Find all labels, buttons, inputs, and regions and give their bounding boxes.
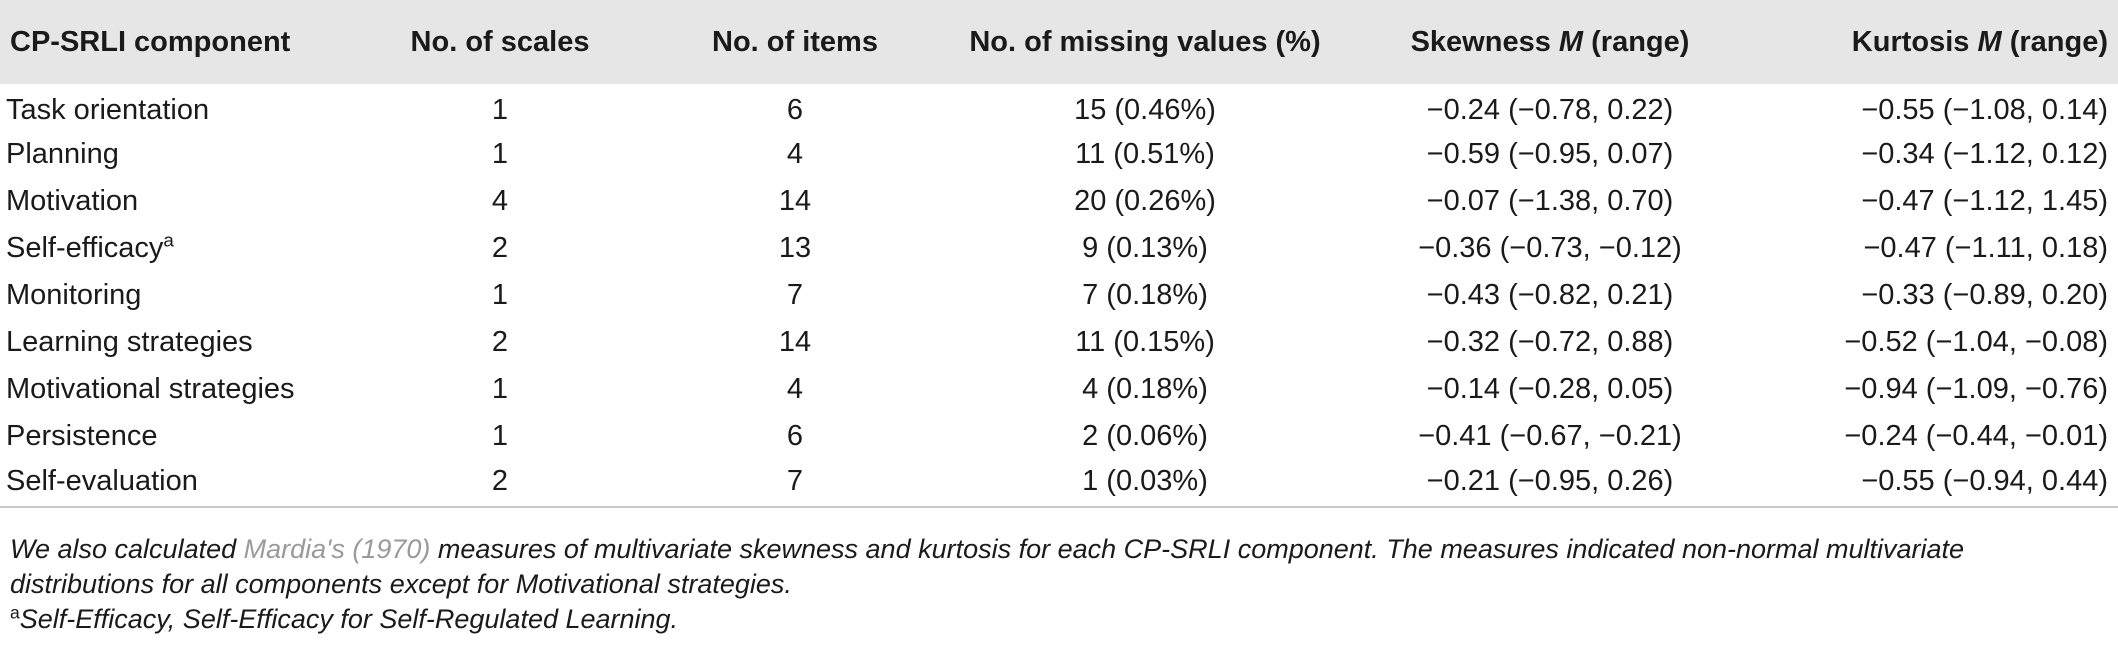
cell-scales: 4 bbox=[491, 185, 509, 217]
cell-skewness: −0.21 (−0.95, 0.26) bbox=[1350, 460, 1750, 508]
cell-component: Planning bbox=[6, 138, 119, 170]
cell-scales: 1 bbox=[491, 373, 509, 405]
table-row: Persistence 1 6 2 (0.06%) −0.41 (−0.67, −0.2… bbox=[0, 413, 2118, 460]
cell-component: Persistence bbox=[6, 420, 158, 452]
cell-missing: 15 (0.46%) bbox=[1074, 94, 1216, 126]
table-body: Task orientation 1 6 15 (0.46%) −0.24 (−0.78… bbox=[0, 84, 2118, 508]
cell-scales: 1 bbox=[491, 420, 509, 452]
footnote-marker: a bbox=[163, 229, 174, 251]
header-items: No. of items bbox=[712, 25, 878, 58]
cell-items: 7 bbox=[650, 460, 940, 508]
cell-missing: 2 (0.06%) bbox=[1082, 420, 1208, 452]
header-kurtosis-m: M bbox=[1977, 25, 2002, 58]
data-table: CP-SRLI component No. of scales No. of i… bbox=[0, 0, 2118, 508]
cell-items: 7 bbox=[786, 279, 804, 311]
cell-kurtosis: −0.55 (−1.08, 0.14) bbox=[1861, 94, 2108, 126]
cell-kurtosis: −0.33 (−0.89, 0.20) bbox=[1861, 279, 2108, 311]
cell-component: Monitoring bbox=[6, 279, 142, 311]
table-row: Task orientation 1 6 15 (0.46%) −0.24 (−0.78… bbox=[0, 84, 2118, 131]
cell-component: Self-efficacya bbox=[6, 229, 174, 264]
cell-items: 4 bbox=[786, 373, 804, 405]
cell-kurtosis: −0.24 (−0.44, −0.01) bbox=[1844, 420, 2108, 452]
table-row: Learning strategies 2 14 11 (0.15%) −0.32 (−… bbox=[0, 319, 2118, 366]
note-multivariate: We also calculated Mardia's (1970) measu… bbox=[10, 534, 1965, 599]
table-notes: We also calculated Mardia's (1970) measu… bbox=[10, 532, 2110, 637]
cell-skewness: −0.32 (−0.72, 0.88) bbox=[1426, 326, 1674, 358]
header-skewness: Skewness M (range) bbox=[1350, 0, 1750, 84]
cell-missing: 4 (0.18%) bbox=[1082, 373, 1208, 405]
footnote-marker: a bbox=[10, 602, 20, 623]
cell-skewness: −0.36 (−0.73, −0.12) bbox=[1418, 232, 1682, 264]
table-row: Motivation 4 14 20 (0.26%) −0.07 (−1.38, 0.7… bbox=[0, 178, 2118, 225]
cell-kurtosis: −0.94 (−1.09, −0.76) bbox=[1844, 373, 2108, 405]
cell-missing: 7 (0.18%) bbox=[1082, 279, 1208, 311]
cell-items: 14 bbox=[778, 326, 812, 358]
cell-kurtosis: −0.47 (−1.11, 0.18) bbox=[1863, 232, 2108, 264]
cell-items: 6 bbox=[786, 420, 804, 452]
cell-missing: 9 (0.13%) bbox=[1082, 232, 1208, 264]
table-row: Self-evaluation 2 7 1 (0.03%) −0.21 (−0.95, … bbox=[0, 460, 2118, 508]
cell-kurtosis: −0.34 (−1.12, 0.12) bbox=[1861, 138, 2108, 170]
cell-items: 4 bbox=[786, 138, 804, 170]
cell-scales: 2 bbox=[491, 232, 509, 264]
header-missing: No. of missing values (%) bbox=[969, 25, 1321, 58]
table-header: CP-SRLI component No. of scales No. of i… bbox=[0, 0, 2118, 84]
header-scales: No. of scales bbox=[410, 25, 590, 58]
table-row: Self-efficacya 2 13 9 (0.13%) −0.36 (−0.73, … bbox=[0, 225, 2118, 272]
cell-skewness: −0.59 (−0.95, 0.07) bbox=[1426, 138, 1674, 170]
header-kurtosis: Kurtosis M (range) bbox=[1750, 0, 2118, 84]
header-skewness-m: M bbox=[1558, 25, 1584, 58]
cell-skewness: −0.07 (−1.38, 0.70) bbox=[1426, 185, 1674, 217]
cell-component: Motivation bbox=[6, 185, 139, 217]
note-footnote-a: aSelf-Efficacy, Self-Efficacy for Self-R… bbox=[10, 602, 679, 634]
cell-skewness: −0.14 (−0.28, 0.05) bbox=[1426, 373, 1674, 405]
cell-kurtosis: −0.55 (−0.94, 0.44) bbox=[1750, 460, 2118, 508]
cell-component: Task orientation bbox=[6, 94, 210, 126]
cell-items: 14 bbox=[778, 185, 812, 217]
cell-scales: 1 bbox=[491, 138, 509, 170]
table-row: Planning 1 4 11 (0.51%) −0.59 (−0.95, 0.07) −… bbox=[0, 131, 2118, 178]
cell-component: Learning strategies bbox=[6, 326, 253, 358]
cell-items: 13 bbox=[778, 232, 812, 264]
header-kurtosis-pre: Kurtosis bbox=[1851, 25, 1978, 58]
citation-link[interactable]: Mardia's (1970) bbox=[243, 534, 431, 564]
cell-component: Self-evaluation bbox=[0, 460, 350, 508]
cell-missing: 1 (0.03%) bbox=[940, 460, 1350, 508]
header-kurtosis-post: (range) bbox=[2001, 25, 2108, 58]
cell-scales: 2 bbox=[491, 326, 509, 358]
cell-missing: 20 (0.26%) bbox=[1074, 185, 1216, 217]
cell-missing: 11 (0.51%) bbox=[1075, 138, 1215, 170]
cell-kurtosis: −0.52 (−1.04, −0.08) bbox=[1844, 326, 2108, 358]
cell-missing: 11 (0.15%) bbox=[1075, 326, 1215, 358]
header-component: CP-SRLI component bbox=[10, 25, 291, 58]
cell-skewness: −0.43 (−0.82, 0.21) bbox=[1426, 279, 1674, 311]
cell-scales: 1 bbox=[491, 279, 509, 311]
table-row: Monitoring 1 7 7 (0.18%) −0.43 (−0.82, 0.21)… bbox=[0, 272, 2118, 319]
cell-component: Motivational strategies bbox=[6, 373, 295, 405]
header-skewness-post: (range) bbox=[1583, 25, 1690, 58]
cell-kurtosis: −0.47 (−1.12, 1.45) bbox=[1861, 185, 2108, 217]
cell-skewness: −0.41 (−0.67, −0.21) bbox=[1418, 420, 1682, 452]
cell-skewness: −0.24 (−0.78, 0.22) bbox=[1426, 94, 1674, 126]
cell-scales: 2 bbox=[350, 460, 650, 508]
cell-scales: 1 bbox=[491, 94, 509, 126]
cell-items: 6 bbox=[786, 94, 804, 126]
header-row: CP-SRLI component No. of scales No. of i… bbox=[0, 0, 2118, 84]
table-row: Motivational strategies 1 4 4 (0.18%) −0.14 … bbox=[0, 366, 2118, 413]
header-skewness-pre: Skewness bbox=[1410, 25, 1559, 58]
